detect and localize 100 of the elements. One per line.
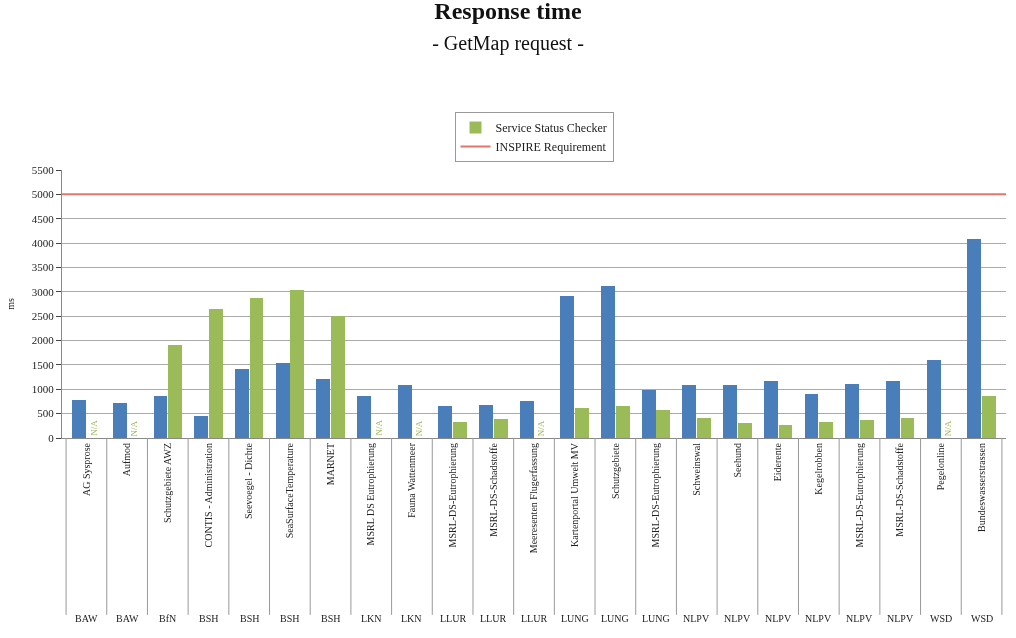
text: LLUR: [440, 613, 467, 624]
x-tick-label: MSRL DS Eutrophierung: [365, 443, 377, 546]
bar: [642, 390, 656, 438]
text: LUNG: [561, 613, 589, 624]
x-tick-label: MSRL-DS-Eutrophierung: [446, 443, 458, 548]
x-tick-label: Kegelrobben: [813, 443, 825, 495]
legend-label: INSPIRE Requirement: [495, 140, 607, 155]
bar: [398, 385, 412, 438]
text: BSH: [321, 613, 341, 624]
x-tick-label: MSRL-DS-Eutrophierung: [650, 443, 662, 548]
y-tick-label: 0: [48, 431, 55, 444]
bar: [601, 286, 615, 438]
bar: [438, 406, 452, 438]
bar: [209, 309, 223, 438]
text: BAW: [116, 613, 140, 624]
text: BSH: [199, 613, 219, 624]
x-tick-label: Seehund: [731, 443, 743, 478]
bar: [250, 298, 263, 438]
bar: [723, 385, 737, 438]
text: N/A: [373, 420, 384, 436]
y-tick-label: 4000: [31, 236, 55, 249]
legend-label: Service Status Checker: [495, 121, 607, 136]
bar: [453, 422, 467, 438]
text: NLPV: [683, 613, 710, 624]
text: BSH: [240, 613, 260, 624]
x-tick-label: Kartenportal Umwelt MV: [568, 442, 580, 547]
text: N/A: [414, 420, 425, 437]
bar: [779, 425, 792, 438]
x-tick-label: MSRL-DS-Schadstoffe: [487, 442, 499, 537]
bar: [154, 396, 167, 438]
bar: [656, 410, 670, 438]
y-tick-label: 4500: [31, 212, 55, 225]
x-tick-label: MARNET: [324, 443, 336, 486]
bar: [72, 400, 86, 438]
x-tick-label: MSRL-DS-Eutrophierung: [853, 443, 865, 548]
bar: [168, 345, 182, 438]
x-tick-label: MSRL-DS-Schadstoffe: [894, 442, 906, 537]
text: NLPV: [765, 613, 792, 624]
text: NLPV: [724, 613, 751, 624]
x-tick-label: Aufmod: [121, 443, 133, 477]
chart-subtitle: - GetMap request -: [432, 32, 584, 56]
bar: [290, 290, 304, 438]
text: N/A: [943, 420, 954, 437]
x-tick-label: Seevoegel - Dichte: [243, 442, 255, 520]
text: LUNG: [601, 613, 629, 624]
y-tick-label: 1500: [31, 358, 55, 371]
bar: [113, 403, 127, 438]
text: N/A: [88, 420, 99, 436]
x-tick-label: SeaSurfaceTemperature: [284, 442, 296, 539]
bar: [819, 422, 833, 438]
x-tick-label: Eiderente: [772, 442, 784, 482]
bar: [845, 384, 859, 438]
x-tick-label: Pegelonline: [935, 442, 947, 491]
y-tick-label: 1000: [31, 383, 55, 396]
bar: [927, 360, 941, 438]
y-tick-label: 3500: [31, 261, 55, 274]
x-tick-label: Fauna Wattenmeer: [406, 442, 418, 518]
bar: [494, 419, 508, 438]
bar: [560, 296, 574, 438]
text: BSH: [280, 613, 300, 624]
text: NLPV: [846, 613, 873, 624]
bar: [575, 408, 589, 438]
bar: [616, 406, 630, 438]
bar: [860, 420, 874, 438]
bar: [697, 418, 711, 438]
chart-title: Response time: [434, 0, 582, 25]
text: BfN: [159, 613, 177, 624]
y-tick-label: 500: [37, 407, 55, 420]
bar: [479, 405, 493, 438]
bar: [520, 401, 534, 438]
text: NLPV: [887, 613, 914, 624]
y-tick-label: 5000: [31, 188, 55, 201]
text: WSD: [971, 613, 994, 624]
y-tick-label: 2500: [31, 310, 55, 323]
bar: [194, 416, 208, 438]
y-axis-title: ms: [4, 298, 16, 310]
bar: [316, 379, 330, 438]
y-tick-label: 2000: [31, 334, 55, 347]
y-tick-label: 5500: [31, 163, 55, 176]
text: WSD: [930, 613, 953, 624]
x-tick-label: CONTIS - Administration: [202, 443, 214, 548]
bar: [886, 381, 900, 438]
x-tick-label: Schutzgebiete: [609, 442, 621, 500]
y-tick-label: 3000: [31, 285, 55, 298]
bar: [982, 396, 996, 438]
x-tick-label: Schutzgebiete AWZ: [162, 443, 174, 524]
bar: [357, 396, 371, 438]
x-tick-label: Bundeswasserstrassen: [975, 443, 987, 532]
bar: [805, 394, 818, 438]
text: LUNG: [642, 613, 670, 624]
bar: [276, 363, 290, 438]
text: N/A: [536, 420, 547, 437]
text: LKN: [401, 613, 422, 624]
x-tick-label: AG Sysprose: [80, 442, 92, 497]
text: LKN: [361, 613, 382, 624]
bar: [967, 239, 981, 438]
bar: [738, 423, 752, 438]
x-tick-label: Schweinswal: [691, 442, 703, 496]
bar: [331, 316, 345, 438]
text: LLUR: [521, 613, 548, 624]
